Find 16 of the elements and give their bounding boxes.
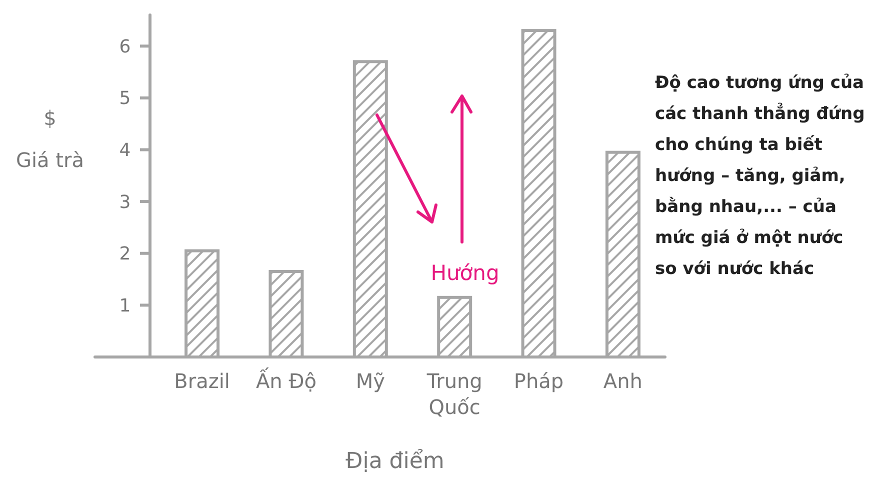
annotation: Độ cao tương ứng của các thanh thẳng đứng cho chúng ta biết hướng – tăng, giảm, bằng nhau,... – của mức giá ở một nước so với nước khác	[655, 73, 865, 279]
x-tick-label: Brazil	[174, 369, 230, 393]
x-axis-title: Địa điểm	[346, 449, 444, 474]
y-tick-label: 3	[119, 192, 131, 213]
y-tick-label: 2	[119, 244, 131, 265]
y-axis-title: $ Giá trà	[16, 106, 84, 172]
y-tick-label: 6	[119, 36, 131, 58]
x-tick-label: Ấn Độ	[256, 367, 316, 393]
y-tick-label: 1	[119, 295, 131, 316]
x-tick-label: Mỹ	[356, 369, 386, 393]
x-tick-label: Anh	[603, 369, 642, 393]
x-tick-label: Pháp	[514, 369, 564, 393]
x-tick-label: Trung Quốc	[426, 369, 482, 419]
y-tick-label: 5	[119, 88, 131, 110]
y-tick-label: 4	[119, 140, 131, 162]
annotation: Hướng	[430, 261, 500, 285]
